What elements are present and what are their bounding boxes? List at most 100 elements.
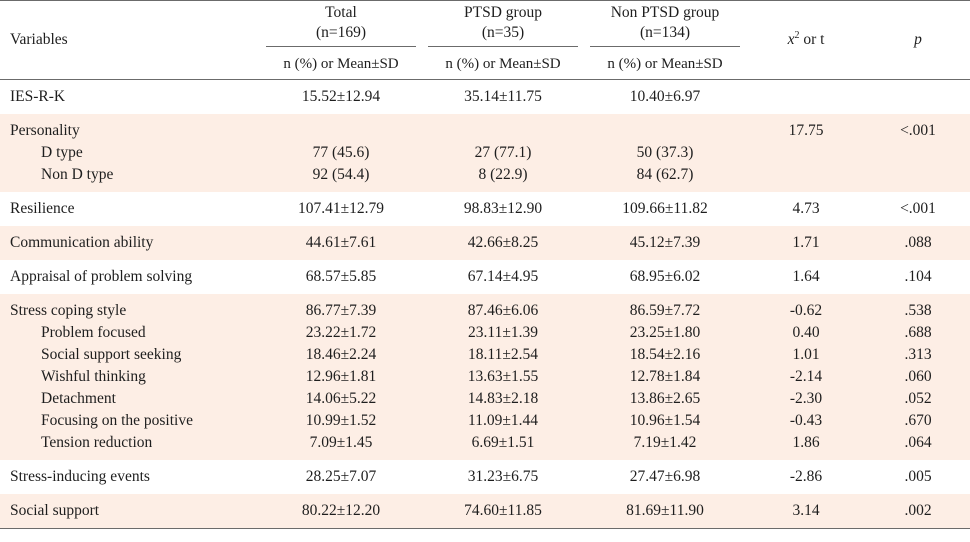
total-value: 107.41±12.79 xyxy=(297,200,384,217)
ptsd-value: 13.63±1.55 xyxy=(422,366,584,388)
section-spacer xyxy=(0,294,970,300)
table-row: Appraisal of problem solving 68.57±5.85 67… xyxy=(0,266,970,288)
stat-value: -0.43 xyxy=(746,410,866,432)
p-value: .670 xyxy=(866,410,970,432)
ptsd-value: 6.69±1.51 xyxy=(422,432,584,454)
non-ptsd-value: 10.96±1.54 xyxy=(584,410,746,432)
p-header: p xyxy=(866,0,970,80)
non-ptsd-value: 109.66±11.82 xyxy=(622,200,708,217)
p-value: .064 xyxy=(866,432,970,454)
total-group-header: Total (n=169) xyxy=(260,1,422,50)
table-row: Resilience 107.41±12.79 98.83±12.90 109.66±… xyxy=(0,198,970,220)
stat-value: -2.30 xyxy=(746,388,866,410)
p-value: .005 xyxy=(904,468,932,485)
table-row: Social support seeking 18.46±2.24 18.11±2.… xyxy=(0,344,970,366)
stat-value: 4.73 xyxy=(792,200,820,217)
ptsd-value: 87.46±6.06 xyxy=(422,300,584,322)
variable-label: Wishful thinking xyxy=(0,366,260,388)
stat-value xyxy=(746,86,866,108)
p-value: .313 xyxy=(866,344,970,366)
total-value: 10.99±1.52 xyxy=(260,410,422,432)
section-spacer xyxy=(0,114,970,120)
p-value: .104 xyxy=(904,268,932,285)
total-group-name: Total xyxy=(325,4,357,21)
non-ptsd-group-header: Non PTSD group (n=134) xyxy=(584,1,746,50)
table-row: Non D type 92 (54.4) 8 (22.9) 84 (62.7) xyxy=(0,164,970,186)
ptsd-value: 18.11±2.54 xyxy=(422,344,584,366)
variable-label: Resilience xyxy=(10,200,75,217)
variable-label: Social support seeking xyxy=(0,344,260,366)
non-ptsd-value: 45.12±7.39 xyxy=(584,232,746,254)
variable-label: Detachment xyxy=(0,388,260,410)
stat-value xyxy=(746,164,866,186)
ptsd-value: 74.60±11.85 xyxy=(422,500,584,522)
table-row: IES-R-K 15.52±12.94 35.14±11.75 10.40±6.97 xyxy=(0,86,970,108)
variables-header: Variables xyxy=(0,0,260,80)
total-value: 14.06±5.22 xyxy=(260,388,422,410)
total-sub-label: n (%) or Mean±SD xyxy=(260,49,422,80)
total-value: 28.25±7.07 xyxy=(305,468,377,485)
total-value: 7.09±1.45 xyxy=(260,432,422,454)
total-group-n: (n=169) xyxy=(315,24,367,41)
ptsd-value: 31.23±6.75 xyxy=(467,468,539,485)
table-row: Social support 80.22±12.20 74.60±11.85 81.6… xyxy=(0,500,970,522)
non-ptsd-value: 23.25±1.80 xyxy=(584,322,746,344)
p-value: .002 xyxy=(866,500,970,522)
p-value: <.001 xyxy=(866,120,970,142)
variable-label: Focusing on the positive xyxy=(0,410,260,432)
stat-value: 1.86 xyxy=(746,432,866,454)
p-value: <.001 xyxy=(900,200,936,217)
variable-label: Social support xyxy=(0,500,260,522)
p-value xyxy=(866,164,970,186)
total-value: 86.77±7.39 xyxy=(260,300,422,322)
non-ptsd-value: 81.69±11.90 xyxy=(584,500,746,522)
non-ptsd-value xyxy=(584,120,746,142)
non-ptsd-group-name: Non PTSD group xyxy=(610,4,720,21)
table-header: Variables Total (n=169) PTSD group (n=35… xyxy=(0,0,970,80)
variable-label: Communication ability xyxy=(0,232,260,254)
non-ptsd-value: 84 (62.7) xyxy=(584,164,746,186)
ptsd-group-header: PTSD group (n=35) xyxy=(422,1,584,50)
ptsd-value xyxy=(422,120,584,142)
table-row: Wishful thinking 12.96±1.81 13.63±1.55 12.7… xyxy=(0,366,970,388)
chi-superscript: 2 xyxy=(794,30,800,42)
non-ptsd-value: 7.19±1.42 xyxy=(584,432,746,454)
total-value: 92 (54.4) xyxy=(260,164,422,186)
stat-value: 3.14 xyxy=(746,500,866,522)
non-ptsd-sub-label: n (%) or Mean±SD xyxy=(584,49,746,80)
ptsd-value: 8 (22.9) xyxy=(422,164,584,186)
table-row: Stress coping style 86.77±7.39 87.46±6.06 8… xyxy=(0,300,970,322)
total-value: 44.61±7.61 xyxy=(260,232,422,254)
ptsd-sub-label: n (%) or Mean±SD xyxy=(422,49,584,80)
non-ptsd-value: 68.95±6.02 xyxy=(629,268,701,285)
table-row: Detachment 14.06±5.22 14.83±2.18 13.86±2.65… xyxy=(0,388,970,410)
table-row: Problem focused 23.22±1.72 23.11±1.39 23.25… xyxy=(0,322,970,344)
results-table: Variables Total (n=169) PTSD group (n=35… xyxy=(0,0,970,529)
table-row: Communication ability 44.61±7.61 42.66±8.2… xyxy=(0,232,970,254)
p-value: .538 xyxy=(866,300,970,322)
ptsd-value: 23.11±1.39 xyxy=(422,322,584,344)
section-spacer xyxy=(0,254,970,260)
table-row: Stress-inducing events 28.25±7.07 31.23±6.… xyxy=(0,466,970,488)
p-value xyxy=(866,142,970,164)
stat-value: 1.01 xyxy=(746,344,866,366)
total-value: 77 (45.6) xyxy=(260,142,422,164)
non-ptsd-value: 12.78±1.84 xyxy=(584,366,746,388)
p-value: .088 xyxy=(866,232,970,254)
p-value: .688 xyxy=(866,322,970,344)
total-value: 12.96±1.81 xyxy=(260,366,422,388)
ptsd-group-n: (n=35) xyxy=(481,24,525,41)
total-value: 80.22±12.20 xyxy=(260,500,422,522)
total-value: 23.22±1.72 xyxy=(260,322,422,344)
section-spacer xyxy=(0,522,970,529)
non-ptsd-value: 10.40±6.97 xyxy=(629,88,701,105)
stat-value xyxy=(746,142,866,164)
section-spacer xyxy=(0,186,970,192)
variable-label: Stress coping style xyxy=(0,300,260,322)
stat-value: 1.64 xyxy=(792,268,820,285)
section-spacer xyxy=(0,454,970,460)
ptsd-value: 67.14±4.95 xyxy=(467,268,539,285)
ptsd-value: 14.83±2.18 xyxy=(422,388,584,410)
non-ptsd-value: 50 (37.3) xyxy=(584,142,746,164)
